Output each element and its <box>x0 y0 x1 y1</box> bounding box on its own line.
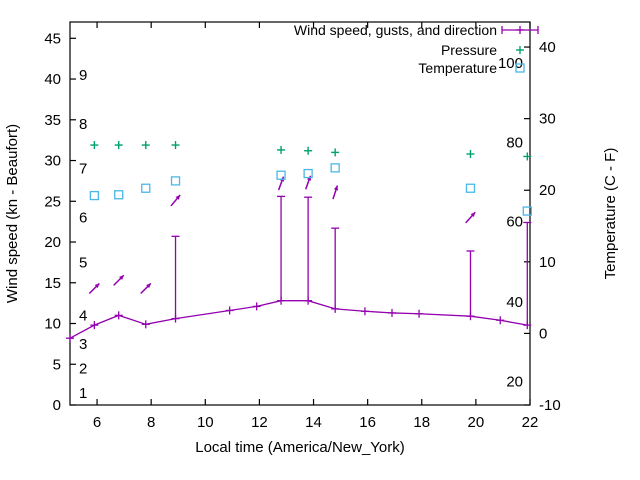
wind-direction-arrowhead <box>119 275 124 280</box>
y-axis-tick-label: 25 <box>44 193 61 210</box>
plot-frame <box>69 21 531 406</box>
y2-axis-tick-label: 20 <box>539 182 556 199</box>
y-axis-tick-label: 15 <box>44 275 61 292</box>
temperature-marker <box>330 163 340 173</box>
beaufort-scale-label: 8 <box>79 116 87 133</box>
x-axis-tick-label: 6 <box>93 414 101 431</box>
y-axis-tick-label: 45 <box>44 30 61 47</box>
y2-axis-tick-label: -10 <box>539 397 561 414</box>
y-axis-tick-label: 5 <box>53 356 61 373</box>
x-axis-tick-label: 16 <box>359 414 376 431</box>
temperature-marker <box>170 176 181 186</box>
wind-direction-arrowhead <box>333 185 339 191</box>
wind-direction-arrowhead <box>175 194 181 200</box>
legend-temperature-marker <box>515 63 525 73</box>
wind-direction-arrowhead <box>94 283 100 289</box>
wind-direction-arrowhead <box>306 175 312 181</box>
wind-direction-arrowhead <box>470 212 476 218</box>
y2-axis-tick-label: 30 <box>539 111 556 128</box>
fahrenheit-scale-label: 80 <box>506 134 523 151</box>
legend-label-temperature: Temperature <box>418 60 497 76</box>
y2-axis-tick-label: 10 <box>539 254 556 271</box>
fahrenheit-scale-label: 40 <box>506 294 523 311</box>
fahrenheit-scale-label: 100 <box>498 55 523 72</box>
y-axis-tick-label: 35 <box>44 112 61 129</box>
x-axis-title: Local time (America/New_York) <box>195 439 405 456</box>
fahrenheit-scale-label: 20 <box>506 373 523 390</box>
x-axis-tick-label: 12 <box>251 414 268 431</box>
wind-direction-arrowhead <box>146 283 151 289</box>
temperature-marker <box>114 190 124 200</box>
y2-axis-title: Temperature (C - F) <box>602 148 619 280</box>
y-axis-tick-label: 0 <box>53 397 61 414</box>
temperature-marker <box>141 183 151 193</box>
temperature-marker <box>465 183 476 193</box>
legend-label-pressure: Pressure <box>441 42 497 58</box>
beaufort-scale-label: 4 <box>79 307 87 324</box>
beaufort-scale-label: 5 <box>79 254 87 271</box>
fahrenheit-scale-label: 60 <box>506 214 523 231</box>
beaufort-scale-label: 9 <box>79 67 87 84</box>
beaufort-scale-label: 7 <box>79 161 87 178</box>
beaufort-scale-label: 2 <box>79 360 87 377</box>
x-axis-tick-label: 18 <box>413 414 430 431</box>
x-axis-tick-label: 10 <box>197 414 214 431</box>
temperature-marker <box>522 206 532 216</box>
y-axis-title: Wind speed (kn - Beaufort) <box>4 124 21 303</box>
y2-axis-tick-label: 40 <box>539 39 556 56</box>
beaufort-scale-label: 6 <box>79 210 87 227</box>
beaufort-scale-label: 1 <box>79 385 87 402</box>
x-axis-tick-label: 22 <box>522 414 539 431</box>
y-axis-tick-label: 20 <box>44 234 61 251</box>
y-axis-tick-label: 30 <box>44 153 61 170</box>
x-axis-tick-label: 8 <box>147 414 155 431</box>
x-axis-tick-label: 14 <box>305 414 322 431</box>
legend-label-wind: Wind speed, gusts, and direction <box>294 22 497 38</box>
wind-speed-line <box>69 300 528 339</box>
temperature-marker <box>89 190 100 201</box>
y2-axis-tick-label: 0 <box>539 325 547 342</box>
x-axis-tick-label: 20 <box>468 414 485 431</box>
temperature-marker <box>303 168 313 179</box>
temperature-marker <box>276 170 286 180</box>
beaufort-scale-label: 3 <box>79 336 87 353</box>
y-axis-tick-label: 10 <box>44 316 61 333</box>
y-axis-tick-label: 40 <box>44 71 61 88</box>
